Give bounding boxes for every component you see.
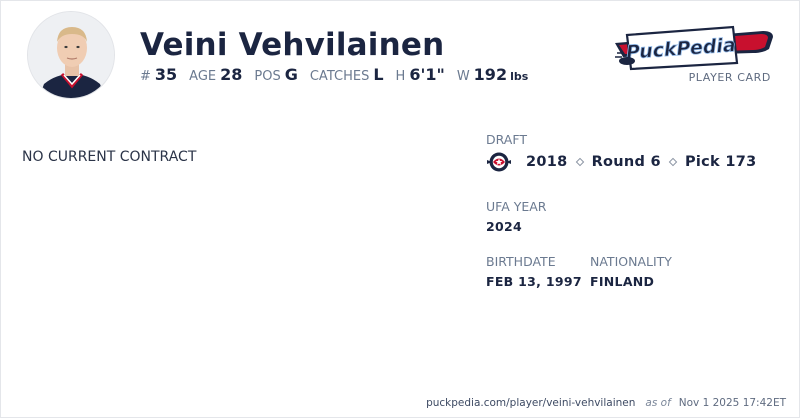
contract-status: NO CURRENT CONTRACT xyxy=(22,149,197,165)
stat-catches: CATCHES L xyxy=(310,65,384,84)
stat-value: 6'1" xyxy=(409,65,445,84)
nationality-label: NATIONALITY xyxy=(590,254,672,269)
birthdate-value: FEB 13, 1997 xyxy=(486,274,582,289)
draft-label: DRAFT xyxy=(486,132,527,147)
ufa-year-label: UFA YEAR xyxy=(486,199,547,214)
card-footer: puckpedia.com/player/veini-vehvilainen a… xyxy=(426,397,786,409)
stat-value: L xyxy=(373,65,384,84)
player-url-link[interactable]: puckpedia.com/player/veini-vehvilainen xyxy=(426,397,636,409)
as-of-label: as of xyxy=(645,397,671,409)
player-stats: # 35 AGE 28 POS G CATCHES L H 6'1" W 192… xyxy=(140,65,540,84)
birthdate-label: BIRTHDATE xyxy=(486,254,556,269)
stat-age: AGE 28 xyxy=(189,65,242,84)
stat-value: G xyxy=(284,65,298,84)
stat-position: POS G xyxy=(254,65,297,84)
stat-value: 28 xyxy=(220,65,243,84)
stat-value: 192 xyxy=(473,65,508,84)
stat-height: H 6'1" xyxy=(396,65,445,84)
stat-weight: W 192 lbs xyxy=(457,65,528,84)
draft-round: Round 6 xyxy=(591,154,661,170)
stat-unit: lbs xyxy=(510,70,529,83)
stat-number: # 35 xyxy=(140,65,177,84)
stat-label: POS xyxy=(254,69,281,84)
stat-value: 35 xyxy=(154,65,178,84)
separator-icon xyxy=(668,157,678,167)
stat-label: # xyxy=(140,69,151,84)
puckpedia-logo-icon[interactable]: PuckPedia xyxy=(613,23,775,71)
draft-pick: Pick 173 xyxy=(684,154,757,170)
player-photo-icon xyxy=(28,12,114,98)
draft-info: 2018 Round 6 Pick 173 xyxy=(486,151,757,173)
columbus-blue-jackets-logo-icon xyxy=(487,152,511,172)
stat-label: W xyxy=(456,69,470,84)
player-card-caption: PLAYER CARD xyxy=(688,71,771,84)
stat-label: H xyxy=(395,69,406,84)
stat-label: AGE xyxy=(189,69,217,84)
stat-label: CATCHES xyxy=(309,69,370,84)
player-name: Veini Vehvilainen xyxy=(140,27,445,63)
ufa-year-value: 2024 xyxy=(486,219,522,234)
separator-icon xyxy=(575,157,584,167)
draft-year: 2018 xyxy=(526,154,568,170)
player-avatar xyxy=(27,11,115,99)
timestamp: Nov 1 2025 17:42ET xyxy=(678,397,786,409)
nationality-value: FINLAND xyxy=(590,274,655,289)
